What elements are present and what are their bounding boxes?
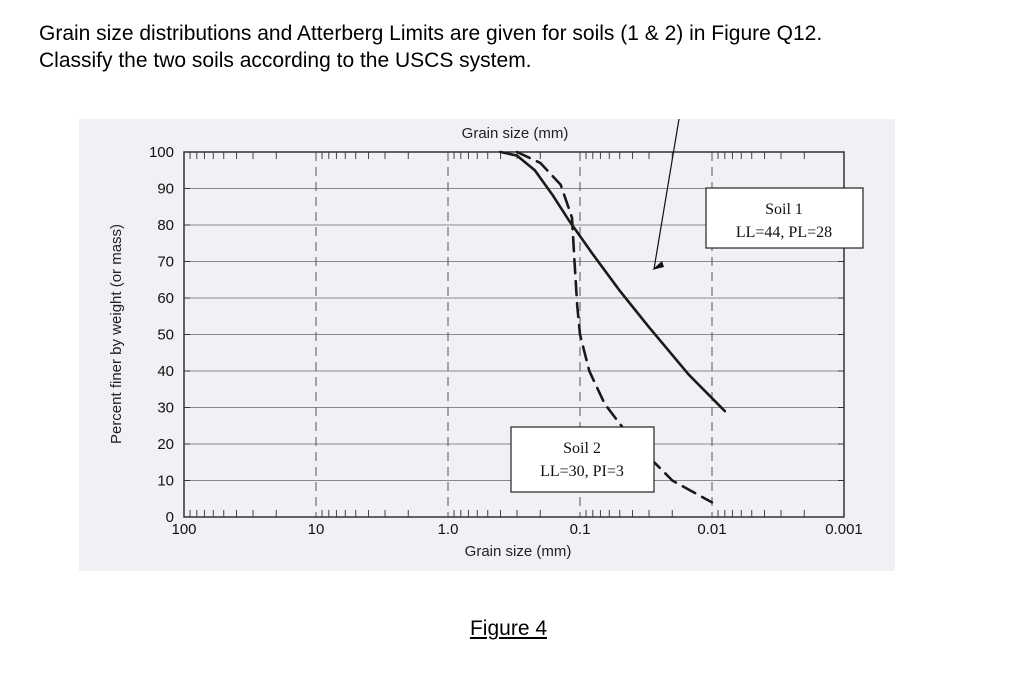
figure-panel: 0 10 20 30 40 50 60 70 80 90 100 100 10 1.0 0.1 0.01 0.… bbox=[79, 119, 895, 571]
soil-1-name: Soil 1 bbox=[765, 201, 803, 218]
x-tick-label: 100 bbox=[171, 521, 196, 538]
x-tick-label: 0.001 bbox=[825, 521, 863, 538]
y-tick-label: 10 bbox=[157, 473, 174, 490]
x-tick-label: 1.0 bbox=[438, 521, 459, 538]
soil-1-limits: LL=44, PL=28 bbox=[736, 224, 832, 241]
y-tick-label: 60 bbox=[157, 290, 174, 307]
question-line-1: Grain size distributions and Atterberg L… bbox=[39, 22, 823, 45]
y-tick-label: 0 bbox=[166, 509, 174, 526]
soil-2-name: Soil 2 bbox=[563, 440, 601, 457]
question-line-2: Classify the two soils according to the … bbox=[39, 49, 532, 72]
soil-2-annotation: Soil 2 LL=30, PI=3 bbox=[510, 426, 655, 493]
x-axis-title-bottom: Grain size (mm) bbox=[465, 543, 572, 560]
y-tick-labels: 0 10 20 30 40 50 60 70 80 90 100 bbox=[149, 144, 174, 526]
x-tick-label: 0.01 bbox=[697, 521, 726, 538]
y-tick-label: 80 bbox=[157, 217, 174, 234]
x-axis-title-top: Grain size (mm) bbox=[462, 125, 569, 142]
figure-caption-text: Figure 4 bbox=[469, 617, 548, 640]
question-text: Grain size distributions and Atterberg L… bbox=[39, 20, 999, 74]
soil-1-arrowhead bbox=[652, 261, 664, 270]
figure-caption: Figure 4 bbox=[0, 617, 1017, 641]
minor-ticks bbox=[189, 152, 805, 517]
soil-2-box bbox=[510, 426, 655, 493]
y-tick-label: 40 bbox=[157, 363, 174, 380]
soil-1-annotation: Soil 1 LL=44, PL=28 bbox=[652, 119, 864, 270]
plot-frame bbox=[183, 151, 845, 518]
x-tick-label: 10 bbox=[308, 521, 325, 538]
y-tick-label: 90 bbox=[157, 181, 174, 198]
x-tick-labels: 100 10 1.0 0.1 0.01 0.001 bbox=[171, 521, 862, 538]
y-tick-label: 70 bbox=[157, 254, 174, 271]
y-tick-label: 100 bbox=[149, 144, 174, 161]
grain-size-chart: 0 10 20 30 40 50 60 70 80 90 100 100 10 1.0 0.1 0.01 0.… bbox=[108, 119, 864, 560]
y-axis-title: Percent finer by weight (or mass) bbox=[108, 224, 125, 444]
soil-1-arrow bbox=[653, 119, 680, 270]
soil-1-box bbox=[705, 187, 864, 249]
y-tick-label: 50 bbox=[157, 327, 174, 344]
soil-2-limits: LL=30, PI=3 bbox=[540, 463, 624, 480]
x-tick-label: 0.1 bbox=[570, 521, 591, 538]
soil-1-curve bbox=[499, 150, 727, 413]
y-tick-label: 30 bbox=[157, 400, 174, 417]
y-tick-label: 20 bbox=[157, 436, 174, 453]
